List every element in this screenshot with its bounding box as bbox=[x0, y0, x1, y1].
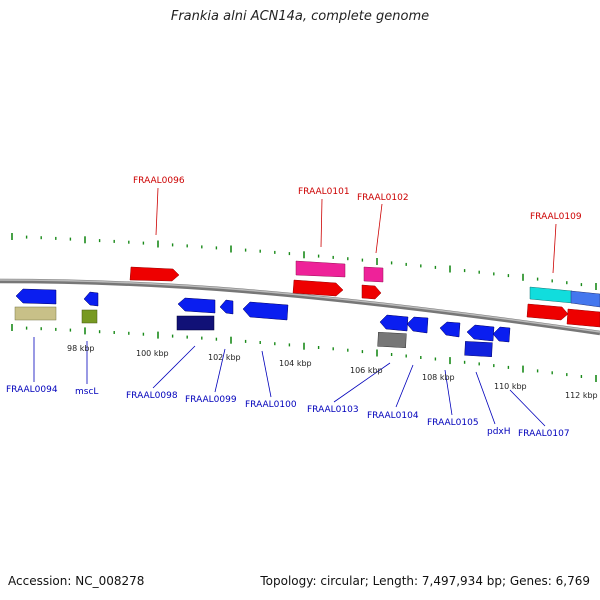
forward-gene-labels: FRAAL0096 FRAAL0101 FRAAL0102 FRAAL0109 bbox=[133, 176, 582, 222]
forward-features bbox=[129, 260, 600, 328]
gene-pdxH[interactable] bbox=[466, 324, 495, 342]
gene-mscL[interactable] bbox=[83, 291, 99, 307]
accession-text: Accession: NC_008278 bbox=[8, 574, 145, 588]
gene-label-FRAAL0109[interactable]: FRAAL0109 bbox=[530, 212, 582, 222]
gene-label-FRAAL0094[interactable]: FRAAL0094 bbox=[6, 385, 58, 395]
gene-pdxH-lower[interactable] bbox=[464, 341, 493, 357]
scale-label: 112 kbp bbox=[565, 391, 598, 400]
scale-label: 102 kbp bbox=[208, 353, 241, 362]
gene-FRAAL0101-upper[interactable] bbox=[295, 260, 346, 278]
gene-FRAAL0098-lower[interactable] bbox=[176, 315, 215, 331]
gene-FRAAL0107[interactable] bbox=[492, 326, 511, 343]
reverse-gene-labels: FRAAL0094 mscL FRAAL0098 FRAAL0099 FRAAL… bbox=[6, 385, 570, 439]
gene-label-FRAAL0100[interactable]: FRAAL0100 bbox=[245, 400, 297, 410]
gene-FRAAL0099[interactable] bbox=[219, 299, 234, 315]
gene-label-FRAAL0102[interactable]: FRAAL0102 bbox=[357, 193, 409, 203]
gene-FRAAL0096[interactable] bbox=[129, 266, 180, 282]
gene-FRAAL0109-upper[interactable] bbox=[529, 286, 573, 304]
gene-FRAAL0105[interactable] bbox=[439, 321, 461, 338]
gene-FRAAL0103-lower[interactable] bbox=[377, 332, 407, 348]
gene-FRAAL0098[interactable] bbox=[177, 297, 216, 314]
scale-label: 98 kbp bbox=[67, 344, 95, 353]
gene-FRAAL0103[interactable] bbox=[379, 314, 409, 332]
gene-label-FRAAL0107[interactable]: FRAAL0107 bbox=[518, 429, 570, 439]
gene-FRAAL0094[interactable] bbox=[15, 288, 57, 305]
scale-label: 100 kbp bbox=[136, 349, 169, 358]
gene-FRAAL0104[interactable] bbox=[406, 316, 429, 334]
gene-FRAAL0110[interactable] bbox=[566, 308, 600, 328]
tick-row-upper bbox=[11, 233, 597, 290]
scale-label: 106 kbp bbox=[350, 366, 383, 375]
reverse-features bbox=[14, 288, 511, 357]
summary-text: Topology: circular; Length: 7,497,934 bp… bbox=[260, 574, 590, 588]
gene-label-mscL[interactable]: mscL bbox=[75, 387, 98, 397]
gene-FRAAL0102[interactable] bbox=[361, 284, 382, 300]
gene-label-FRAAL0105[interactable]: FRAAL0105 bbox=[427, 418, 479, 428]
label-leaders bbox=[33, 187, 557, 427]
scale-label: 104 kbp bbox=[279, 359, 312, 368]
gene-label-FRAAL0101[interactable]: FRAAL0101 bbox=[298, 187, 350, 197]
gene-FRAAL0110-upper[interactable] bbox=[570, 290, 600, 308]
gene-label-FRAAL0104[interactable]: FRAAL0104 bbox=[367, 411, 419, 421]
genome-backbone bbox=[0, 278, 600, 336]
gene-FRAAL0100[interactable] bbox=[242, 301, 289, 321]
scale-labels: 98 kbp 100 kbp 102 kbp 104 kbp 106 kbp 1… bbox=[67, 344, 598, 400]
gene-FRAAL0102-upper[interactable] bbox=[363, 266, 384, 283]
gene-FRAAL0109[interactable] bbox=[526, 303, 569, 321]
scale-label: 110 kbp bbox=[494, 382, 527, 391]
gene-FRAAL0094-lower[interactable] bbox=[14, 306, 57, 321]
gene-FRAAL0101[interactable] bbox=[292, 279, 344, 297]
scale-label: 108 kbp bbox=[422, 373, 455, 382]
gene-mscL-lower[interactable] bbox=[81, 309, 98, 324]
gene-label-pdxH[interactable]: pdxH bbox=[487, 427, 511, 437]
gene-label-FRAAL0099[interactable]: FRAAL0099 bbox=[185, 395, 237, 405]
gene-label-FRAAL0103[interactable]: FRAAL0103 bbox=[307, 405, 359, 415]
page-title: Frankia alni ACN14a, complete genome bbox=[170, 9, 430, 24]
tick-row-lower bbox=[11, 324, 597, 382]
gene-label-FRAAL0096[interactable]: FRAAL0096 bbox=[133, 176, 185, 186]
gene-label-FRAAL0098[interactable]: FRAAL0098 bbox=[126, 391, 178, 401]
